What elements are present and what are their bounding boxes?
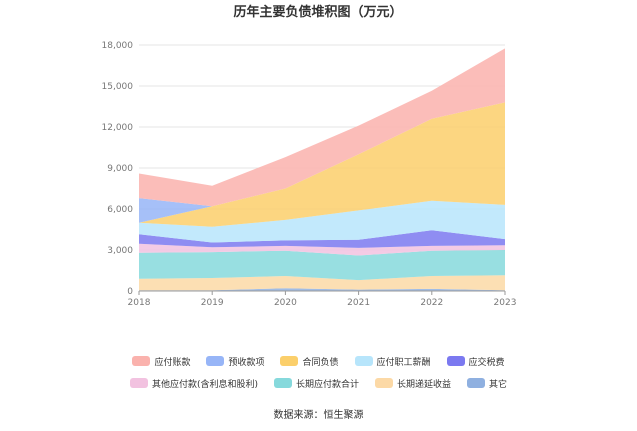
legend-item[interactable]: 长期应付款合计 <box>273 377 359 390</box>
y-tick-label: 9,000 <box>107 164 133 174</box>
legend-item[interactable]: 应付账款 <box>132 355 190 368</box>
legend-item[interactable]: 预收款项 <box>206 355 264 368</box>
legend-swatch <box>375 378 393 388</box>
source-text: 数据来源：恒生聚源 <box>273 410 364 421</box>
area-应付职工薪酬 <box>139 200 505 243</box>
legend-item[interactable]: 合同负债 <box>280 355 339 368</box>
legend-row: 应付账款 预收款项 合同负债 应付职工薪酬 应交税费 <box>0 350 637 372</box>
legend-swatch <box>354 356 373 366</box>
y-tick-label: 0 <box>127 287 133 297</box>
chart-title: 历年主要负债堆积图（万元） <box>233 4 402 20</box>
legend-label: 长期应付款合计 <box>295 379 359 390</box>
x-tick-label: 2018 <box>128 298 151 308</box>
legend-item[interactable]: 长期递延收益 <box>375 377 451 390</box>
y-tick-label: 18,000 <box>102 41 134 51</box>
legend-row: 其他应付款(含利息和股利) 长期应付款合计 长期递延收益 其它 <box>0 372 637 394</box>
x-tick-label: 2020 <box>274 298 297 308</box>
y-tick-label: 15,000 <box>102 82 134 92</box>
x-tick-label: 2021 <box>347 298 370 308</box>
x-tick-label: 2023 <box>494 298 517 308</box>
legend-swatch <box>467 378 486 388</box>
area-预收款项 <box>139 102 505 223</box>
area-合同负债 <box>139 102 505 227</box>
legend-swatch <box>132 356 151 366</box>
legend-label: 其它 <box>489 379 508 390</box>
x-tick-label: 2019 <box>201 298 224 308</box>
legend-swatch <box>446 356 465 366</box>
x-tick-label: 2022 <box>420 298 443 308</box>
area-应付账款 <box>139 48 505 207</box>
legend: 应付账款 预收款项 合同负债 应付职工薪酬 应交税费 其他应付款(含利息和股利) 长期应付… <box>0 350 637 394</box>
area-其它 <box>139 288 505 291</box>
area-其他应付款(含利息和股利) <box>139 243 505 256</box>
legend-item[interactable]: 其他应付款(含利息和股利) <box>129 377 258 390</box>
legend-label: 应交税费 <box>468 357 505 368</box>
y-tick-label: 12,000 <box>102 123 134 133</box>
legend-label: 其他应付款(含利息和股利) <box>151 379 258 390</box>
legend-swatch <box>273 378 292 388</box>
legend-label: 应付职工薪酬 <box>376 357 431 368</box>
y-tick-label: 6,000 <box>107 205 133 215</box>
legend-item[interactable]: 其它 <box>467 377 507 390</box>
legend-item[interactable]: 应交税费 <box>446 355 505 368</box>
area-长期递延收益 <box>139 275 505 291</box>
legend-item[interactable]: 应付职工薪酬 <box>354 355 431 368</box>
legend-swatch <box>129 378 148 388</box>
legend-label: 应付账款 <box>154 357 191 368</box>
area-长期应付款合计 <box>139 250 505 281</box>
area-series <box>139 48 505 291</box>
legend-swatch <box>206 356 225 366</box>
legend-swatch <box>280 356 299 366</box>
axes: 0 3,000 6,000 9,000 12,000 15,000 18,000 2018 20… <box>102 41 517 308</box>
legend-label: 预收款项 <box>228 357 265 368</box>
y-tick-label: 3,000 <box>107 246 133 256</box>
legend-label: 长期递延收益 <box>397 379 452 390</box>
legend-label: 合同负债 <box>302 357 339 368</box>
area-应交税费 <box>139 230 505 248</box>
